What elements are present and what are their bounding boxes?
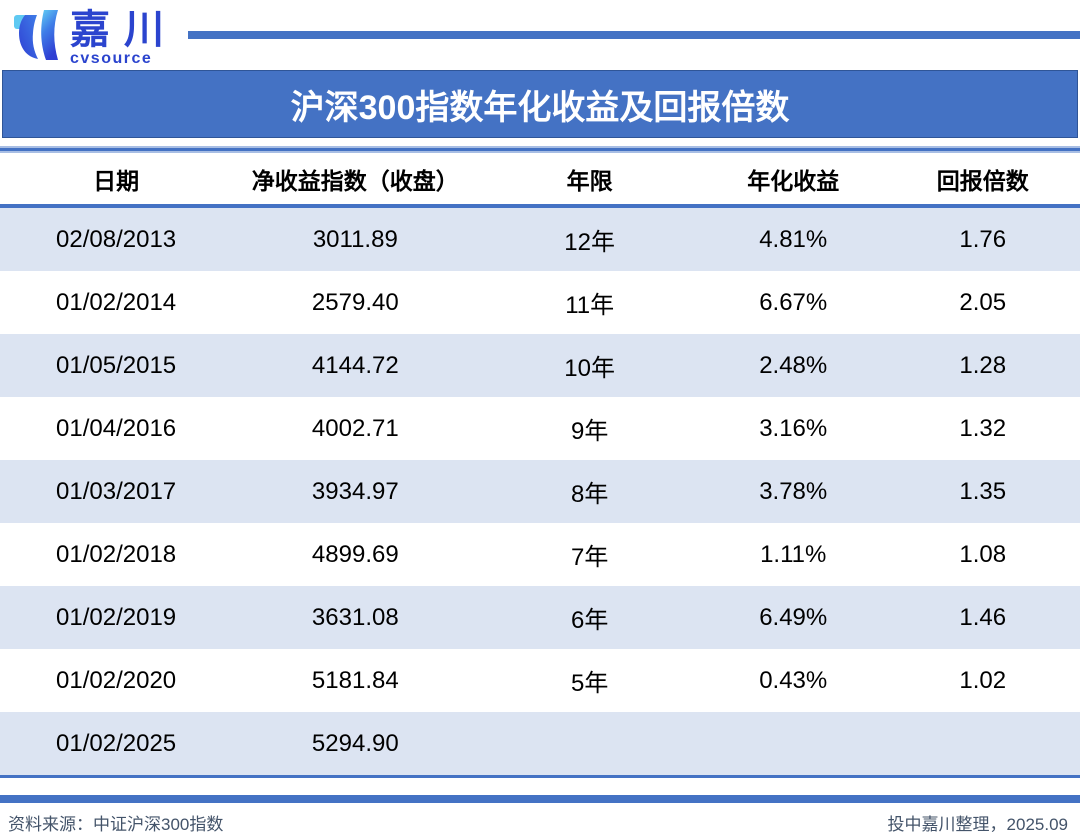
cell-annualized-return: 6.67%	[759, 288, 828, 316]
cell-return-multiple: 1.76	[959, 225, 1007, 253]
cell-net-index: 3011.89	[312, 225, 398, 253]
cell-annualized-return: 0.43%	[759, 666, 828, 694]
table-row: 01/03/2017 3934.97 8年 3.78% 1.35	[0, 460, 1080, 523]
table-row: 01/02/2018 4899.69 7年 1.11% 1.08	[0, 523, 1080, 586]
cell-date: 01/05/2015	[56, 351, 177, 379]
table-row: 01/05/2015 4144.72 10年 2.48% 1.28	[0, 334, 1080, 397]
page-title: 沪深300指数年化收益及回报倍数	[290, 88, 790, 127]
footer: 资料来源：中证沪深300指数 投中嘉川整理，2025.09	[0, 803, 1080, 835]
cell-years: 6年	[570, 607, 609, 634]
cell-annualized-return: 3.78%	[759, 477, 828, 505]
footer-divider-bar	[0, 795, 1080, 803]
table-row: 01/02/2019 3631.08 6年 6.49% 1.46	[0, 586, 1080, 649]
header-rule-line	[188, 31, 1080, 39]
cell-net-index: 3631.08	[311, 603, 399, 631]
column-header-date: 日期	[93, 167, 140, 194]
cell-date: 01/02/2018	[56, 540, 177, 568]
column-header-net-index-close: 净收益指数（收盘）	[251, 167, 459, 194]
banner-divider-line	[0, 146, 1080, 153]
cell-annualized-return: 1.11%	[760, 540, 827, 568]
cell-return-multiple: 1.32	[959, 414, 1007, 442]
cell-net-index: 5294.90	[311, 729, 399, 757]
brand-name-en: cvsource	[70, 50, 153, 67]
cell-years: 5年	[570, 670, 609, 697]
cell-return-multiple: 1.28	[959, 351, 1007, 379]
cvsource-logo-mark-icon	[8, 6, 64, 67]
cell-years: 7年	[570, 544, 609, 571]
data-table: 日期 净收益指数（收盘） 年限 年化收益 回报倍数 02/08/2013 301…	[0, 153, 1080, 778]
cell-years: 10年	[564, 355, 615, 382]
source-note: 资料来源：中证沪深300指数	[8, 815, 224, 834]
cvsource-logo: 嘉川 cvsource	[8, 6, 178, 67]
cell-years: 12年	[564, 229, 615, 256]
cell-annualized-return: 4.81%	[759, 225, 828, 253]
cell-annualized-return: 6.49%	[759, 603, 828, 631]
cell-return-multiple: 1.35	[959, 477, 1007, 505]
cell-net-index: 4144.72	[311, 351, 399, 379]
credit-note: 投中嘉川整理，2025.09	[887, 815, 1068, 834]
cell-years: 11年	[565, 292, 615, 319]
table-row: 01/02/2020 5181.84 5年 0.43% 1.02	[0, 649, 1080, 712]
column-header-annualized-return: 年化收益	[747, 167, 840, 194]
top-brand-bar: 嘉川 cvsource	[0, 0, 1080, 70]
cell-years: 9年	[570, 418, 609, 445]
column-header-years: 年限	[566, 167, 613, 194]
brand-text: 嘉川 cvsource	[70, 6, 178, 67]
cell-net-index: 5181.84	[311, 666, 399, 694]
cell-date: 01/02/2025	[56, 729, 177, 757]
cell-years: 8年	[570, 481, 609, 508]
title-banner: 沪深300指数年化收益及回报倍数	[2, 70, 1078, 138]
cell-date: 01/02/2019	[56, 603, 177, 631]
table-row: 01/02/2014 2579.40 11年 6.67% 2.05	[0, 271, 1080, 334]
cell-date: 02/08/2013	[56, 225, 177, 253]
cell-return-multiple: 1.08	[959, 540, 1007, 568]
cell-date: 01/02/2020	[56, 666, 177, 694]
column-header-return-multiple: 回报倍数	[936, 167, 1029, 194]
table-row: 01/02/2025 5294.90	[0, 712, 1080, 775]
table-row: 01/04/2016 4002.71 9年 3.16% 1.32	[0, 397, 1080, 460]
cell-net-index: 2579.40	[311, 288, 399, 316]
cell-return-multiple: 1.02	[959, 666, 1007, 694]
cell-return-multiple: 2.05	[959, 288, 1007, 316]
cell-date: 01/02/2014	[56, 288, 177, 316]
cell-annualized-return: 3.16%	[759, 414, 828, 442]
cell-annualized-return: 2.48%	[759, 351, 828, 379]
table-header-row: 日期 净收益指数（收盘） 年限 年化收益 回报倍数	[0, 153, 1080, 208]
cell-net-index: 4899.69	[311, 540, 399, 568]
cell-date: 01/04/2016	[56, 414, 177, 442]
cell-date: 01/03/2017	[56, 477, 177, 505]
table-row: 02/08/2013 3011.89 12年 4.81% 1.76	[0, 208, 1080, 271]
cell-return-multiple: 1.46	[959, 603, 1007, 631]
cell-net-index: 3934.97	[311, 477, 399, 505]
brand-name-cn: 嘉川	[70, 8, 178, 52]
table-body: 02/08/2013 3011.89 12年 4.81% 1.76 01/02/…	[0, 208, 1080, 778]
cell-net-index: 4002.71	[311, 414, 399, 442]
